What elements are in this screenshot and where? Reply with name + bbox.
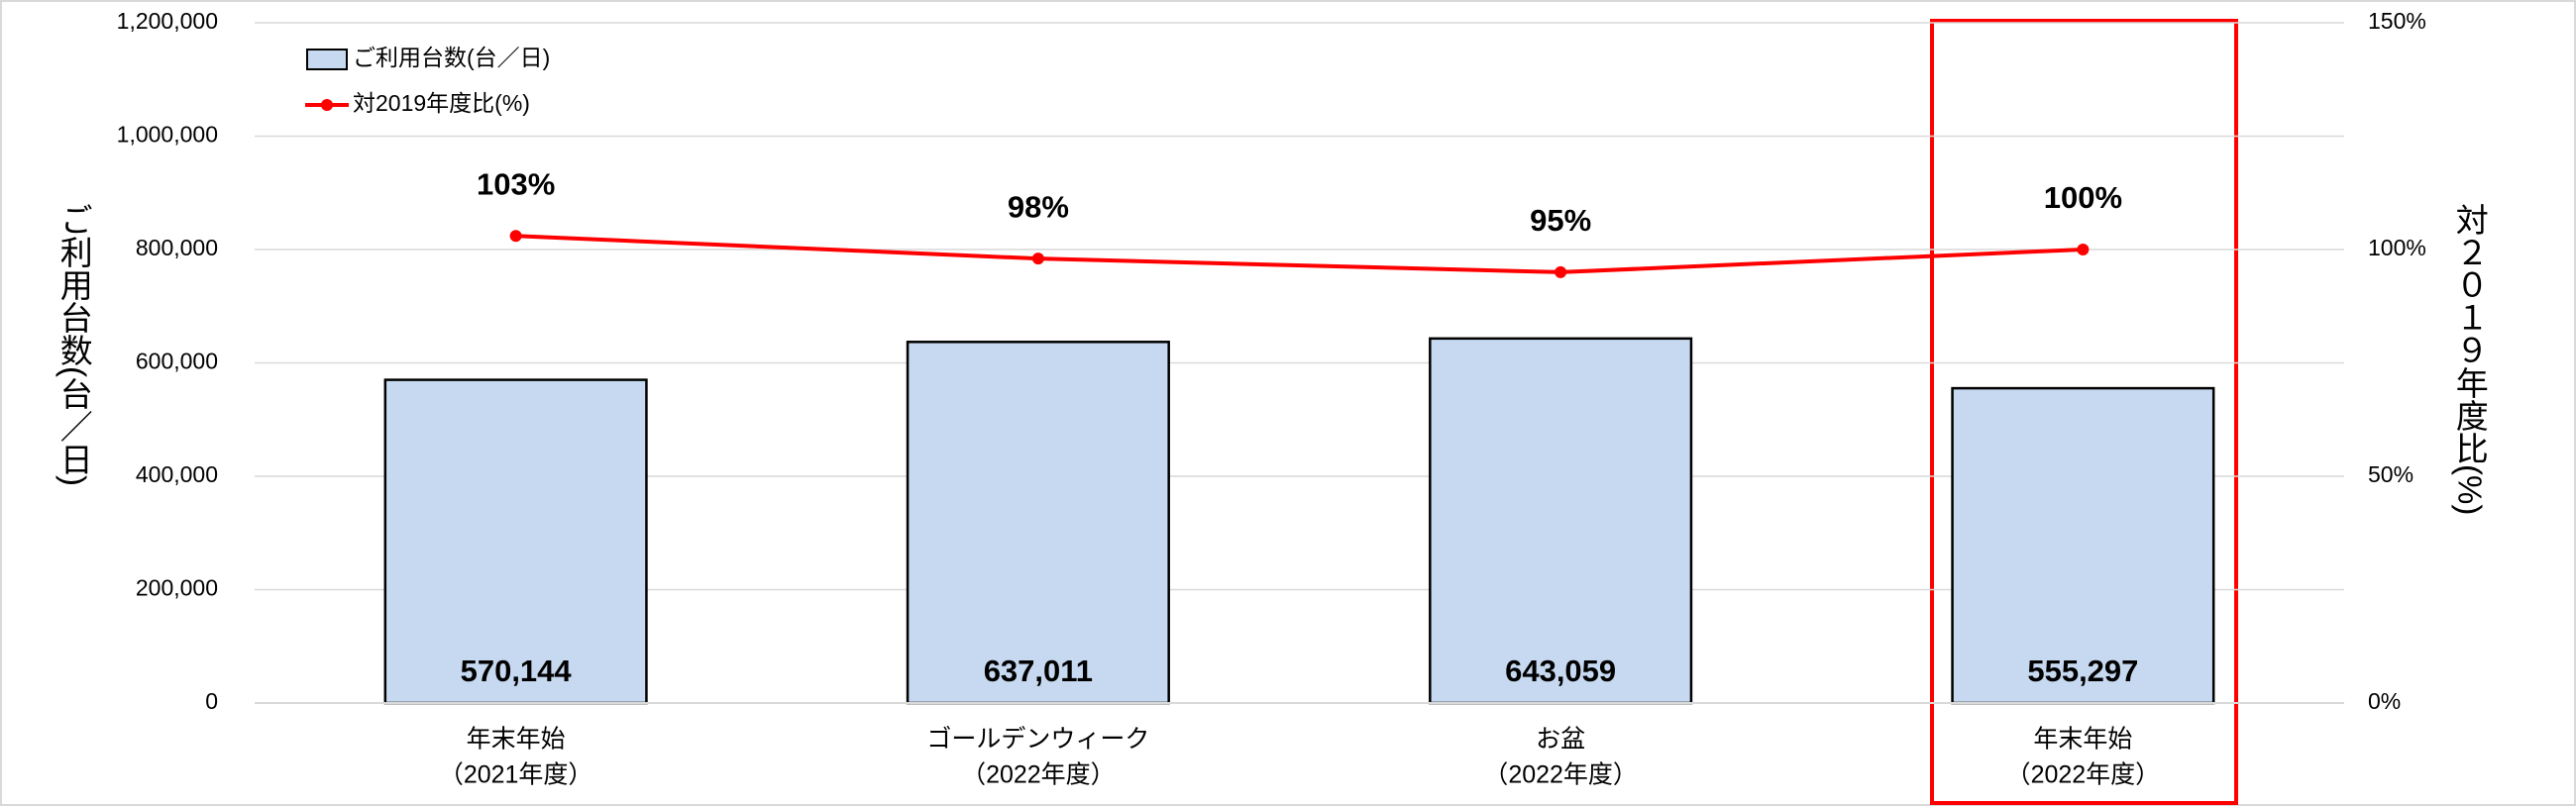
x-tick-label: （2022年度） [1483,761,1638,789]
y2-tick-label: 0% [2368,688,2401,714]
line-point [2077,244,2090,255]
legend-label: ご利用台数(台／日) [353,45,550,70]
line-point [1555,265,1567,278]
line-point [509,230,522,243]
y2-axis-title: 対２０１９年度比(%) [2451,203,2488,515]
x-tick-label: 年末年始 [2033,726,2132,754]
x-tick-label: （2021年度） [439,761,593,789]
y-tick-label: 200,000 [136,575,218,601]
x-tick-label: 年末年始 [467,726,566,754]
legend-label: 対2019年度比(%) [353,90,530,116]
y-tick-label: 1,000,000 [117,122,218,148]
value-label: 95% [1530,203,1591,238]
legend-swatch [306,49,348,70]
x-tick-label: （2022年度） [961,761,1116,789]
value-label: 98% [1008,189,1069,224]
y2-tick-label: 100% [2368,235,2426,260]
value-label: 555,297 [2027,654,2138,688]
line [515,234,2084,274]
bar [1951,386,2215,705]
line-point [1031,252,1044,265]
x-tick-label: ゴールデンウィーク [926,726,1149,754]
highlight-box [1930,19,2238,805]
value-label: 643,059 [1505,654,1616,688]
bar [1429,337,1693,705]
value-label: 103% [477,166,555,201]
value-label: 100% [2044,180,2122,215]
legend-swatch-dot [321,99,333,111]
y2-tick-label: 150% [2368,8,2426,34]
y-tick-label: 0 [205,688,218,714]
y-tick-label: 1,200,000 [117,8,218,34]
value-label: 570,144 [461,654,573,688]
x-tick-label: （2022年度） [2006,761,2161,789]
y-tick-label: 600,000 [136,349,218,374]
bar [906,341,1170,705]
value-label: 637,011 [984,654,1093,688]
y-axis-title: ご利用台数(台／日) [55,203,93,486]
y2-tick-label: 50% [2368,461,2414,487]
y-tick-label: 800,000 [136,235,218,260]
x-tick-label: お盆 [1536,726,1585,754]
y-tick-label: 400,000 [136,461,218,487]
